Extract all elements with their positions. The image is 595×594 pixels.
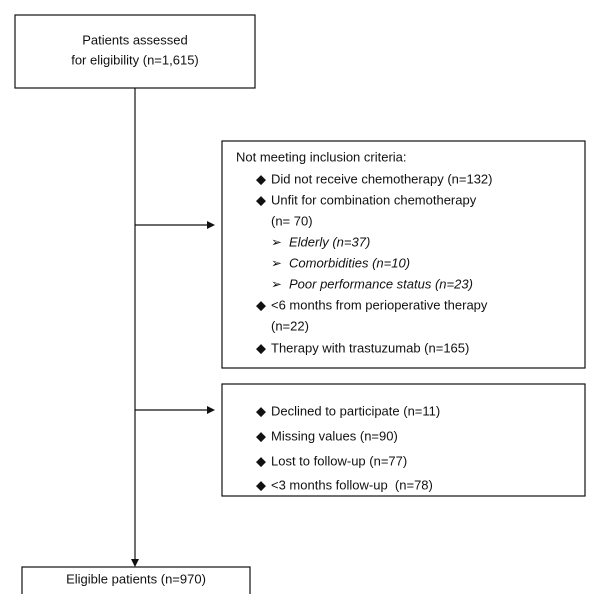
bullet: ◆ — [256, 428, 266, 443]
item: Declined to participate (n=11) — [271, 403, 440, 418]
box-text: Patients assessed — [82, 32, 188, 47]
box — [221, 140, 586, 369]
item: <6 months from perioperative therapy — [271, 297, 488, 312]
arrow-head — [207, 406, 215, 414]
arrow-head — [207, 221, 215, 229]
item: (n= 70) — [271, 213, 313, 228]
box — [21, 566, 251, 594]
item: (n=22) — [271, 318, 309, 333]
item: Did not receive chemotherapy (n=132) — [271, 171, 492, 186]
box-text: Eligible patients (n=970) — [66, 571, 206, 586]
sub-bullet: ➢ — [271, 234, 282, 249]
item: <3 months follow-up (n=78) — [271, 477, 433, 492]
item: Unfit for combination chemotherapy — [271, 192, 477, 207]
box — [14, 14, 256, 89]
box-text: for eligibility (n=1,615) — [71, 52, 199, 67]
bullet: ◆ — [256, 453, 266, 468]
box — [221, 383, 586, 497]
item: Lost to follow-up (n=77) — [271, 453, 407, 468]
bullet: ◆ — [256, 297, 266, 312]
sub-bullet: ➢ — [271, 255, 282, 270]
sub-item: Comorbidities (n=10) — [289, 255, 410, 270]
bullet: ◆ — [256, 340, 266, 355]
bullet: ◆ — [256, 192, 266, 207]
sub-item: Poor performance status (n=23) — [289, 276, 473, 291]
sub-bullet: ➢ — [271, 276, 282, 291]
bullet: ◆ — [256, 403, 266, 418]
box-heading: Not meeting inclusion criteria: — [236, 149, 407, 164]
arrow-head — [131, 559, 139, 567]
item: Missing values (n=90) — [271, 428, 398, 443]
bullet: ◆ — [256, 171, 266, 186]
bullet: ◆ — [256, 477, 266, 492]
sub-item: Elderly (n=37) — [289, 234, 370, 249]
item: Therapy with trastuzumab (n=165) — [271, 340, 469, 355]
